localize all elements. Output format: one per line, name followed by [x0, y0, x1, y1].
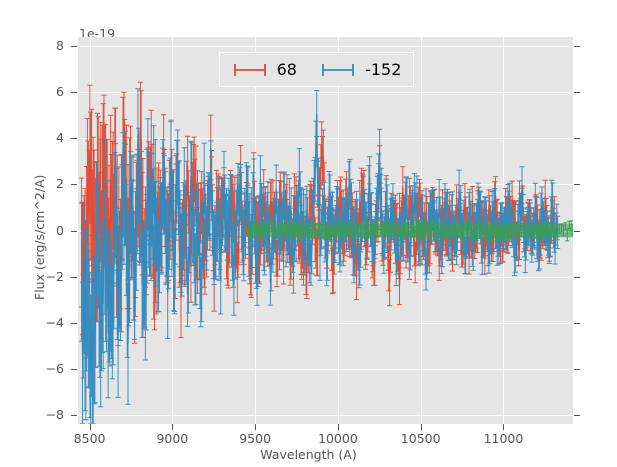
x-tick: [338, 424, 339, 430]
y-tick-label: 0: [56, 222, 64, 238]
gridline-horizontal: [78, 415, 573, 416]
y-tick-label: 2: [56, 176, 64, 192]
y-tick: [71, 277, 77, 278]
errorbar-marker-icon: [322, 63, 354, 76]
x-tick-label: 10000: [318, 431, 358, 446]
gridline-horizontal: [78, 46, 573, 47]
y-tick-right: [574, 138, 580, 139]
y-tick-right: [574, 277, 580, 278]
gridline-horizontal: [78, 323, 573, 324]
gridline-horizontal: [78, 277, 573, 278]
x-tick: [255, 424, 256, 430]
legend: 68 -152: [219, 52, 414, 87]
y-axis-label: Flux (erg/s/cm^2/A): [32, 174, 47, 300]
x-tick-label: 9000: [156, 431, 189, 446]
y-tick-label: 6: [56, 84, 64, 100]
gridline-horizontal: [78, 138, 573, 139]
y-tick-right: [574, 92, 580, 93]
x-tick: [172, 424, 173, 430]
data-series-layer: [79, 81, 573, 424]
y-tick: [71, 369, 77, 370]
y-tick-right: [574, 46, 580, 47]
y-axis-offset-text: 1e-19: [79, 26, 116, 41]
y-tick: [71, 184, 77, 185]
legend-label-0: 68: [276, 59, 297, 79]
x-tick-label: 10500: [400, 431, 441, 446]
y-tick: [71, 46, 77, 47]
x-tick-label: 9500: [239, 431, 272, 446]
y-tick-label: −4: [45, 314, 64, 330]
series-error-band: [246, 218, 573, 243]
gridline-horizontal: [78, 369, 573, 370]
x-tick-label: 8500: [73, 431, 106, 446]
y-tick-right: [574, 415, 580, 416]
legend-entry-1[interactable]: -152: [320, 59, 402, 79]
y-tick-label: 8: [56, 38, 64, 54]
y-tick-right: [574, 184, 580, 185]
x-axis-label: Wavelength (A): [260, 447, 357, 462]
x-tick: [90, 424, 91, 430]
y-tick-label: −2: [45, 268, 64, 284]
plot-area: [78, 37, 573, 424]
band-errorbars: [246, 218, 573, 243]
y-tick-label: −6: [45, 360, 64, 376]
y-tick-right: [574, 323, 580, 324]
y-tick: [71, 415, 77, 416]
x-tick: [503, 424, 504, 430]
y-tick: [71, 231, 77, 232]
x-tick-label: 11000: [483, 431, 524, 446]
y-tick: [71, 323, 77, 324]
x-tick: [421, 424, 422, 430]
y-tick: [71, 92, 77, 93]
gridline-horizontal: [78, 184, 573, 185]
y-tick: [71, 138, 77, 139]
y-tick-label: −8: [45, 406, 64, 422]
legend-label-1: -152: [365, 59, 402, 79]
errorbar-marker-icon: [233, 63, 266, 76]
gridline-horizontal: [78, 92, 573, 93]
y-tick-right: [574, 231, 580, 232]
legend-entry-0[interactable]: 68: [232, 59, 297, 79]
y-tick-label: 4: [56, 130, 64, 146]
y-tick-right: [574, 369, 580, 370]
